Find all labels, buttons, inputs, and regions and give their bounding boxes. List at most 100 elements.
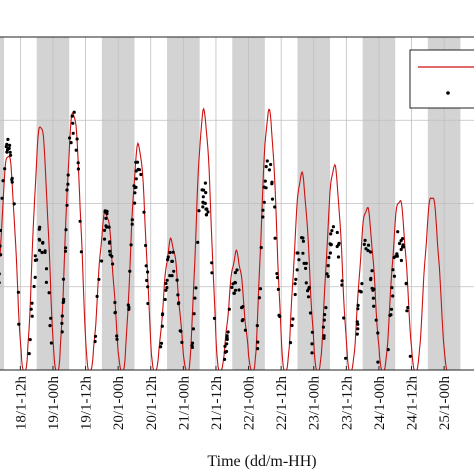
observed-point [38, 238, 42, 242]
observed-point [30, 314, 34, 318]
observed-point [405, 309, 409, 313]
plot-frame [0, 36, 474, 371]
x-tick-label: 23/1-00h [307, 376, 323, 431]
observed-point [264, 165, 268, 169]
x-tick-label: 21/1-12h [209, 376, 225, 431]
observed-point [328, 242, 332, 246]
observed-point [113, 311, 117, 315]
observed-point [400, 237, 405, 241]
observed-point [38, 248, 42, 252]
observed-point [1, 179, 5, 183]
observed-point [391, 294, 395, 298]
observed-point [74, 148, 78, 152]
observed-point [374, 318, 378, 322]
observed-point [68, 136, 72, 140]
observed-point [9, 153, 13, 157]
observed-point [396, 230, 400, 234]
observed-point [324, 306, 328, 310]
observed-point [295, 268, 299, 272]
observed-point [256, 347, 260, 351]
observed-point [307, 287, 311, 291]
observed-point [302, 261, 306, 265]
observed-point [376, 331, 380, 335]
observed-point [61, 300, 65, 305]
observed-point [206, 210, 210, 214]
observed-point [78, 219, 82, 223]
observed-point [107, 241, 112, 245]
observed-point [262, 185, 266, 189]
observed-point [230, 285, 234, 289]
observed-point [366, 248, 370, 253]
observed-point [293, 282, 297, 286]
observed-point [168, 274, 172, 278]
observed-point [391, 268, 395, 272]
observed-point [0, 244, 2, 248]
observed-point [256, 340, 260, 344]
observed-point [107, 225, 111, 229]
observed-point [64, 246, 68, 250]
observed-point [273, 236, 277, 240]
observed-point [134, 160, 138, 164]
observed-point [258, 287, 262, 291]
observed-point [356, 307, 360, 311]
observed-point [40, 250, 44, 255]
observed-point [0, 281, 1, 285]
observed-point [102, 237, 107, 241]
observed-point [356, 327, 360, 331]
observed-point [259, 246, 263, 250]
observed-point [304, 261, 308, 265]
observed-point [201, 201, 206, 205]
observed-point [275, 276, 280, 280]
observed-point [322, 336, 326, 340]
observed-point [165, 278, 169, 282]
observed-point [369, 278, 373, 282]
observed-point [321, 325, 325, 329]
observed-point [204, 191, 208, 195]
observed-point [371, 288, 375, 292]
x-tick-label: 23/1-12h [339, 376, 355, 431]
observed-point [111, 262, 115, 266]
observed-point [201, 205, 205, 209]
legend-point-sample [446, 91, 450, 95]
observed-point [75, 137, 79, 141]
observed-point [203, 181, 207, 185]
observed-point [344, 356, 348, 360]
observed-point [223, 357, 227, 361]
observed-point [166, 258, 170, 262]
observed-point [270, 197, 275, 201]
observed-point [60, 314, 64, 318]
observed-point [70, 114, 74, 118]
grid-lines [0, 37, 474, 370]
observed-point [65, 188, 69, 192]
observed-point [47, 291, 51, 295]
observed-point [267, 168, 271, 172]
observed-point [5, 150, 9, 154]
observed-point [342, 316, 346, 320]
observed-point [115, 337, 119, 341]
observed-point [159, 341, 164, 345]
observed-point [304, 281, 308, 285]
observed-point [360, 282, 364, 286]
observed-point [93, 334, 98, 338]
x-tick-label: 21/1-00h [176, 376, 192, 431]
observed-point [49, 316, 53, 320]
observed-point [197, 209, 201, 213]
observed-point [115, 334, 119, 338]
observed-point [326, 264, 330, 268]
observed-point [291, 317, 295, 321]
observed-point [399, 247, 403, 252]
x-tick-labels: 18/1-12h 19/1-00h 19/1-12h 20/1-00h 20/1-12h… [13, 376, 453, 431]
observed-point [129, 243, 133, 247]
observed-point [273, 205, 277, 209]
observed-point [310, 330, 314, 334]
observed-point [335, 230, 339, 235]
observed-point [386, 348, 390, 352]
observed-point [401, 245, 405, 249]
observed-point [294, 277, 298, 281]
observed-point [38, 225, 42, 229]
observed-point [180, 340, 184, 344]
observed-point [17, 322, 21, 326]
x-tick-label: 22/1-00h [242, 376, 258, 431]
observed-point [275, 272, 279, 276]
observed-point [204, 207, 208, 211]
